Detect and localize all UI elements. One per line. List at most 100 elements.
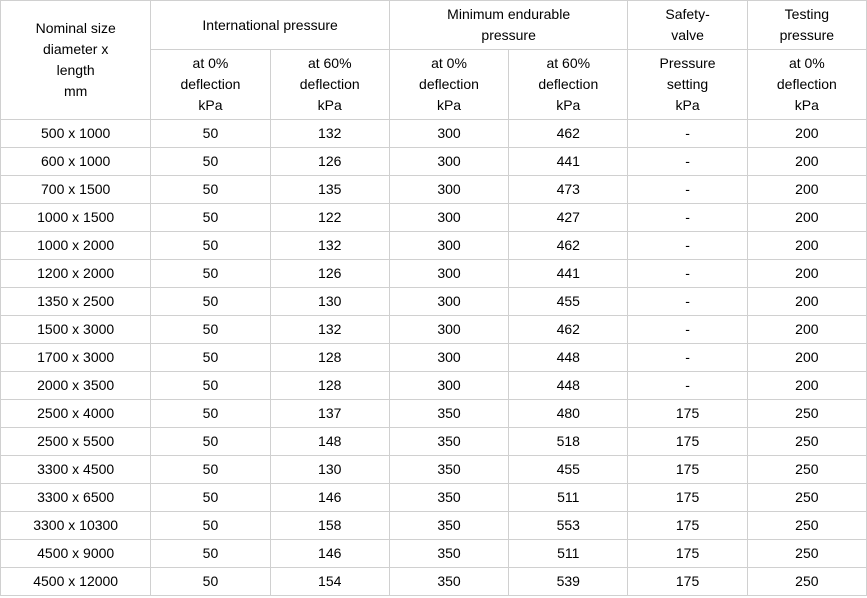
table-cell: 135: [270, 176, 389, 204]
table-cell: 1500 x 3000: [1, 316, 151, 344]
table-cell: 146: [270, 540, 389, 568]
table-cell: 300: [389, 288, 508, 316]
table-cell: 126: [270, 260, 389, 288]
table-cell: -: [628, 232, 747, 260]
table-cell: 427: [509, 204, 628, 232]
table-cell: 441: [509, 148, 628, 176]
table-cell: 553: [509, 512, 628, 540]
table-row: 3300 x 450050130350455175250: [1, 456, 867, 484]
table-cell: 50: [151, 120, 270, 148]
table-cell: 50: [151, 316, 270, 344]
table-cell: 473: [509, 176, 628, 204]
table-cell: 1000 x 1500: [1, 204, 151, 232]
subheader-intl-60: at 60% deflection kPa: [270, 50, 389, 120]
table-cell: 300: [389, 316, 508, 344]
table-cell: 250: [747, 540, 866, 568]
table-cell: 200: [747, 372, 866, 400]
table-cell: 300: [389, 148, 508, 176]
table-cell: 130: [270, 456, 389, 484]
subheader-safety: Pressure setting kPa: [628, 50, 747, 120]
table-cell: 200: [747, 148, 866, 176]
table-cell: 350: [389, 400, 508, 428]
table-cell: 50: [151, 456, 270, 484]
table-cell: 2500 x 5500: [1, 428, 151, 456]
table-row: 600 x 100050126300441-200: [1, 148, 867, 176]
table-cell: 700 x 1500: [1, 176, 151, 204]
table-cell: 455: [509, 456, 628, 484]
table-cell: 1200 x 2000: [1, 260, 151, 288]
table-cell: 1000 x 2000: [1, 232, 151, 260]
table-cell: 350: [389, 540, 508, 568]
table-cell: 175: [628, 540, 747, 568]
table-cell: 600 x 1000: [1, 148, 151, 176]
table-cell: -: [628, 260, 747, 288]
table-cell: 122: [270, 204, 389, 232]
table-cell: -: [628, 148, 747, 176]
header-safety-valve: Safety- valve: [628, 1, 747, 50]
header-min-endurable-l2: pressure: [481, 27, 535, 43]
table-cell: 146: [270, 484, 389, 512]
table-cell: 50: [151, 232, 270, 260]
table-cell: 448: [509, 344, 628, 372]
table-cell: -: [628, 344, 747, 372]
table-row: 1000 x 200050132300462-200: [1, 232, 867, 260]
table-cell: 50: [151, 568, 270, 596]
table-row: 4500 x 900050146350511175250: [1, 540, 867, 568]
table-cell: 132: [270, 316, 389, 344]
table-cell: 50: [151, 484, 270, 512]
table-cell: 250: [747, 428, 866, 456]
table-cell: 175: [628, 428, 747, 456]
table-cell: -: [628, 316, 747, 344]
table-cell: 250: [747, 512, 866, 540]
table-cell: 350: [389, 484, 508, 512]
table-cell: 500 x 1000: [1, 120, 151, 148]
table-row: 1000 x 150050122300427-200: [1, 204, 867, 232]
table-cell: 300: [389, 372, 508, 400]
header-nominal-size-l4: mm: [64, 83, 87, 99]
table-cell: 200: [747, 204, 866, 232]
table-row: 4500 x 1200050154350539175250: [1, 568, 867, 596]
header-safety-valve-l2: valve: [671, 27, 704, 43]
table-cell: 250: [747, 456, 866, 484]
header-nominal-size: Nominal size diameter x length mm: [1, 1, 151, 120]
table-cell: 175: [628, 568, 747, 596]
table-cell: 200: [747, 176, 866, 204]
table-cell: 175: [628, 400, 747, 428]
table-cell: 132: [270, 120, 389, 148]
table-cell: 130: [270, 288, 389, 316]
table-cell: 300: [389, 120, 508, 148]
table-cell: 50: [151, 288, 270, 316]
table-cell: 50: [151, 148, 270, 176]
table-cell: 50: [151, 344, 270, 372]
header-minimum-endurable-pressure: Minimum endurable pressure: [389, 1, 628, 50]
table-row: 1200 x 200050126300441-200: [1, 260, 867, 288]
table-cell: 300: [389, 344, 508, 372]
table-cell: 50: [151, 540, 270, 568]
table-cell: 50: [151, 512, 270, 540]
table-row: 1500 x 300050132300462-200: [1, 316, 867, 344]
header-safety-valve-l1: Safety-: [665, 6, 709, 22]
table-cell: 50: [151, 176, 270, 204]
subheader-testing: at 0% deflection kPa: [747, 50, 866, 120]
table-cell: 132: [270, 232, 389, 260]
table-cell: -: [628, 176, 747, 204]
table-cell: 200: [747, 232, 866, 260]
table-cell: 137: [270, 400, 389, 428]
table-cell: 455: [509, 288, 628, 316]
table-row: 2500 x 400050137350480175250: [1, 400, 867, 428]
table-row: 3300 x 1030050158350553175250: [1, 512, 867, 540]
table-cell: 154: [270, 568, 389, 596]
table-cell: 200: [747, 288, 866, 316]
header-nominal-size-l3: length: [57, 62, 95, 78]
header-testing-pressure: Testing pressure: [747, 1, 866, 50]
table-cell: 250: [747, 400, 866, 428]
table-header: Nominal size diameter x length mm Intern…: [1, 1, 867, 120]
pressure-table: Nominal size diameter x length mm Intern…: [0, 0, 867, 596]
table-cell: 480: [509, 400, 628, 428]
table-row: 500 x 100050132300462-200: [1, 120, 867, 148]
table-cell: 300: [389, 260, 508, 288]
subheader-min-0: at 0% deflection kPa: [389, 50, 508, 120]
table-cell: 175: [628, 484, 747, 512]
table-cell: 126: [270, 148, 389, 176]
table-cell: 158: [270, 512, 389, 540]
